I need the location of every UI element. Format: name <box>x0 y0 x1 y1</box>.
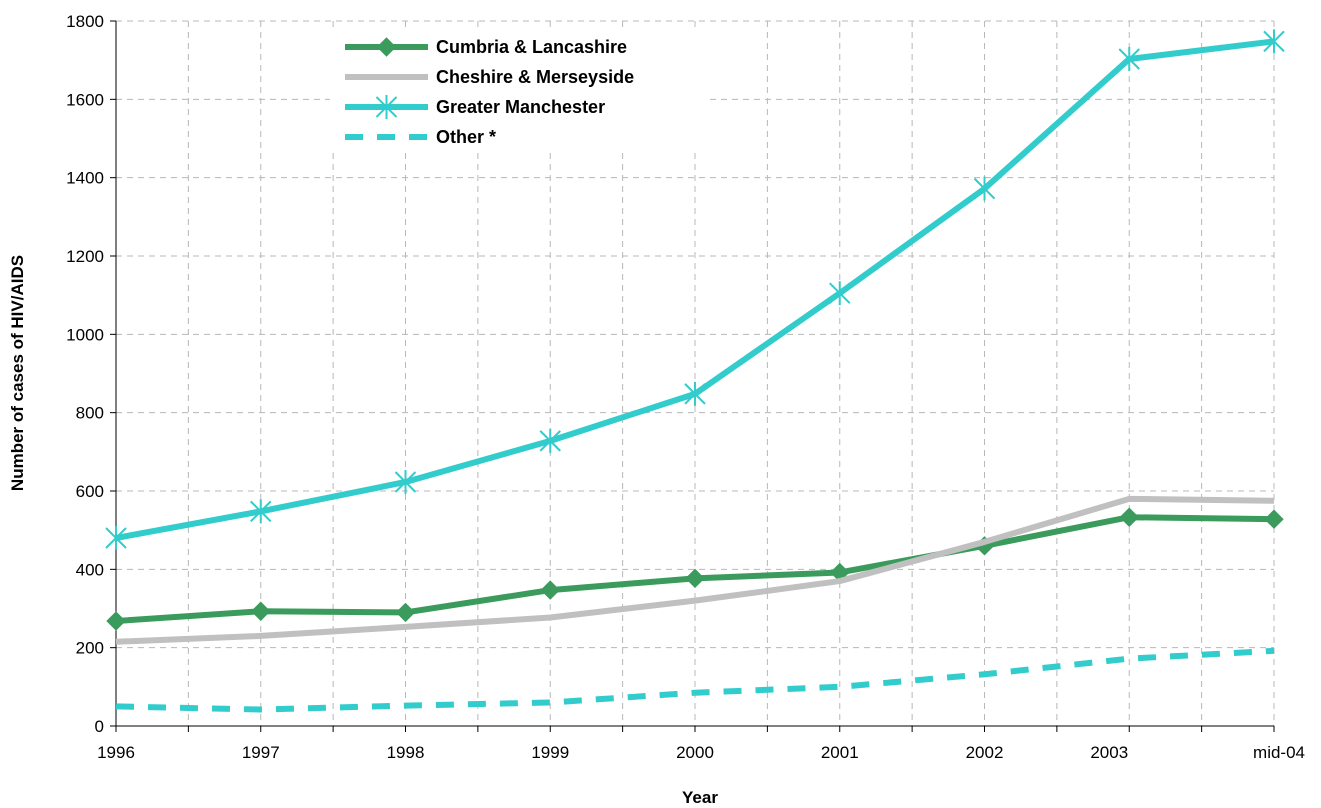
legend-entry: Cheshire & Merseyside <box>436 67 634 87</box>
y-tick-label: 1200 <box>66 247 104 266</box>
x-tick-label: mid-04 <box>1253 743 1305 762</box>
x-tick-label: 1996 <box>97 743 135 762</box>
y-tick-label: 0 <box>95 717 104 736</box>
series-3 <box>115 647 1275 713</box>
legend: Cumbria & Lancashire Cheshire & Merseysid… <box>330 28 710 152</box>
series-line <box>115 647 1275 713</box>
data-point-marker <box>251 601 271 621</box>
y-tick-label: 600 <box>76 482 104 501</box>
legend-entry: Greater Manchester <box>436 97 605 117</box>
data-point-marker <box>1119 507 1139 527</box>
y-tick-label: 1600 <box>66 90 104 109</box>
legend-entry: Cumbria & Lancashire <box>436 37 627 57</box>
data-point-marker <box>1264 509 1284 529</box>
x-tick-label: 1999 <box>531 743 569 762</box>
y-tick-label: 800 <box>76 404 104 423</box>
data-point-marker <box>394 469 417 494</box>
legend-marker <box>376 37 397 57</box>
x-tick-label: 2000 <box>676 743 714 762</box>
data-point-marker <box>250 499 272 524</box>
data-point-marker <box>1118 46 1140 71</box>
y-tick-label: 1000 <box>66 325 104 344</box>
x-tick-label: 2002 <box>966 743 1004 762</box>
data-point-marker <box>539 428 561 453</box>
y-tick-label: 400 <box>76 560 104 579</box>
legend-entry: Other * <box>436 127 496 147</box>
y-tick-labels: 0 200 400 600 800 1000 1200 1400 1600 1800 <box>66 12 104 736</box>
data-point-marker <box>685 568 705 589</box>
series-layer <box>105 29 1285 713</box>
x-axis-title: Year <box>682 788 718 807</box>
axes <box>110 20 1275 732</box>
data-point-marker <box>829 281 851 306</box>
x-tick-label: 2001 <box>821 743 859 762</box>
data-point-marker <box>540 580 560 600</box>
x-tick-labels: 1996 1997 1998 1999 2000 2001 2002 2003 mid-04 <box>97 743 1305 762</box>
y-tick-label: 1400 <box>66 169 104 188</box>
y-tick-label: 1800 <box>66 12 104 31</box>
series-1 <box>115 495 1275 645</box>
x-tick-label: 1997 <box>242 743 280 762</box>
data-point-marker <box>973 176 996 201</box>
series-2 <box>105 29 1285 550</box>
y-tick-label: 200 <box>76 639 104 658</box>
series-line <box>115 495 1275 645</box>
y-axis-title: Number of cases of HIV/AIDS <box>8 255 27 491</box>
data-point-marker <box>684 381 706 406</box>
data-point-marker <box>106 611 126 631</box>
x-tick-label: 1998 <box>387 743 425 762</box>
legend-marker <box>375 95 398 119</box>
data-point-marker <box>1263 29 1285 54</box>
x-tick-label: 2003 <box>1090 743 1128 762</box>
data-point-marker <box>395 602 416 623</box>
data-point-marker <box>105 526 127 550</box>
